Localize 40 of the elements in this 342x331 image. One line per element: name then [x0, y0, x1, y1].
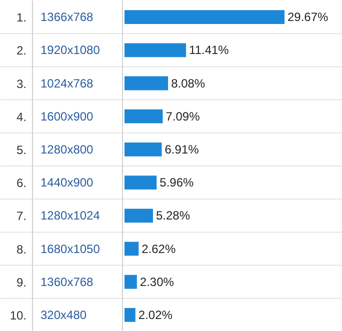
text: 3.	[16, 76, 27, 91]
y-tick-label: 1440x900	[40, 176, 94, 190]
y-tick-label: 1360x768	[40, 274, 94, 289]
data-label: 5.96%	[160, 176, 194, 190]
text: 5.	[16, 142, 27, 157]
data-label: 2.62%	[142, 242, 176, 256]
bar	[124, 10, 284, 24]
y-tick-label: 1600x900	[40, 109, 94, 124]
bar	[124, 109, 163, 124]
data-label: 8.08%	[171, 76, 206, 90]
data-label: 29.67%	[288, 10, 329, 24]
bar	[124, 142, 162, 156]
y-tick-label: 1280x1024	[40, 208, 100, 223]
data-label: 11.41%	[189, 43, 230, 58]
bar	[124, 176, 157, 190]
bar	[124, 76, 168, 90]
text: 9.	[16, 275, 27, 290]
data-label: 5.28%	[156, 208, 190, 223]
y-tick-label: 1920x1080	[40, 43, 100, 58]
data-label: 2.30%	[140, 274, 174, 289]
data-label: 7.09%	[166, 109, 200, 124]
data-label: 2.02%	[138, 308, 173, 322]
y-tick-label: 1024x768	[40, 76, 94, 90]
bar	[124, 208, 153, 223]
bar	[124, 274, 137, 289]
text: 7.	[16, 209, 27, 224]
text: 8.	[16, 242, 27, 256]
bar	[124, 242, 139, 256]
bar	[124, 308, 136, 322]
text: 1.	[16, 10, 27, 25]
text: 4.	[16, 110, 27, 124]
text: 10.	[10, 308, 27, 322]
data-label: 6.91%	[164, 142, 200, 156]
y-tick-label: 1280x800	[40, 142, 94, 156]
y-tick-label: 1366x768	[40, 10, 94, 24]
text: 2.	[16, 44, 27, 58]
y-tick-label: 1680x1050	[40, 242, 100, 256]
bar	[124, 43, 186, 58]
y-tick-label: 320x480	[40, 308, 87, 322]
text: 6.	[16, 176, 27, 190]
